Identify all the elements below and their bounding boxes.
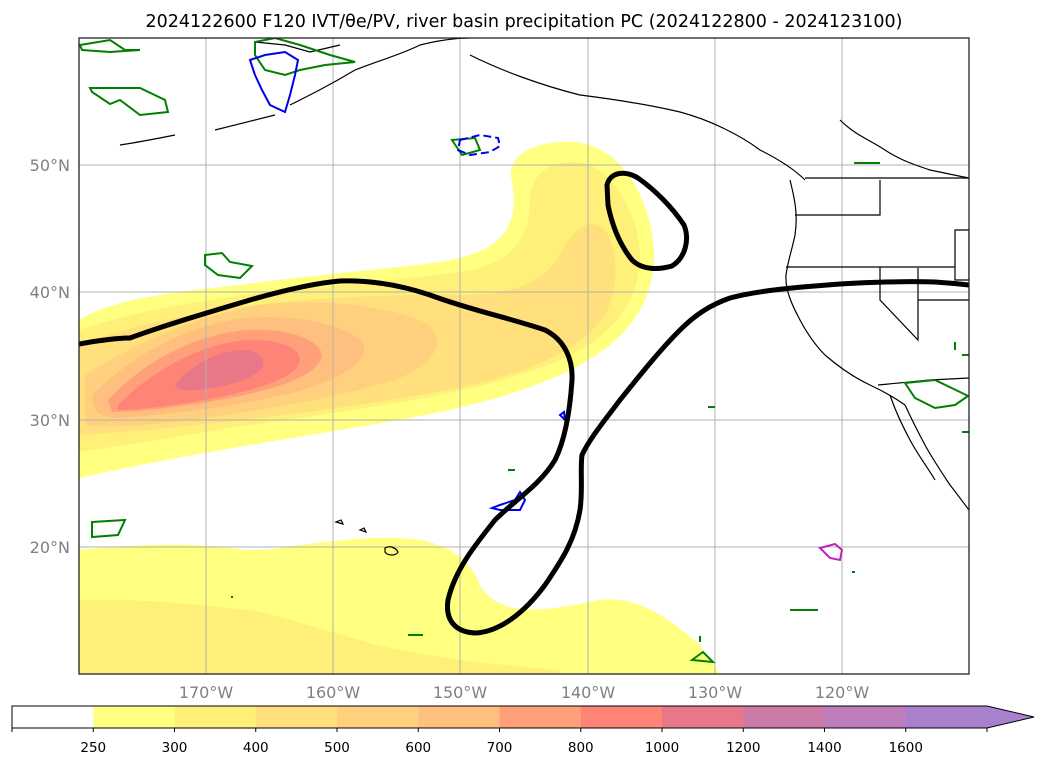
- axis-ticks: 170°W 160°W 150°W 140°W 130°W 120°W 20°N…: [30, 156, 870, 702]
- colorbar-tick-label: 500: [324, 740, 350, 756]
- lat-tick-label: 30°N: [30, 411, 70, 430]
- pv-contours: [79, 38, 969, 664]
- colorbar-tick-label: 1000: [645, 740, 679, 756]
- colorbar-tick-label: 1400: [807, 740, 841, 756]
- colorbar: 250 300 400 500 600 700 800 1000 1200 1400 1600: [11, 705, 1035, 756]
- colorbar-tick-label: 800: [568, 740, 594, 756]
- lat-tick-label: 20°N: [30, 538, 70, 557]
- pv-green-contour-west-pacific: [204, 251, 255, 280]
- colorbar-tick-label: 300: [162, 740, 188, 756]
- theta-e-contours: [79, 170, 969, 636]
- colorbar-segment: [499, 706, 582, 728]
- lat-tick-label: 50°N: [30, 156, 70, 175]
- border-canada-interior: [839, 119, 969, 179]
- colorbar-segment: [337, 706, 419, 728]
- colorbar-segment: [905, 706, 988, 728]
- lon-tick-label: 150°W: [433, 683, 488, 702]
- colorbar-tick-label: 250: [80, 740, 106, 756]
- pv-green-contour-alaska: [254, 38, 356, 77]
- baja-california-coast: [889, 394, 969, 511]
- coastlines: [119, 38, 969, 556]
- lon-tick-label: 170°W: [179, 683, 234, 702]
- colorbar-tick-label: 600: [405, 740, 431, 756]
- colorbar-segment: [12, 706, 94, 728]
- colorbar-segment: [255, 706, 338, 728]
- figure-title: 2024122600 F120 IVT/θe/PV, river basin p…: [146, 12, 903, 32]
- lon-tick-label: 130°W: [688, 683, 743, 702]
- theta-e-contour-closed: [604, 170, 689, 271]
- lon-tick-label: 140°W: [561, 683, 616, 702]
- lon-tick-label: 120°W: [815, 683, 870, 702]
- map-panel: [78, 37, 970, 675]
- colorbar-tick-label: 400: [243, 740, 269, 756]
- alaska-coast: [119, 38, 806, 181]
- map-grid: [79, 38, 969, 674]
- colorbar-segment: [93, 706, 175, 728]
- pv-blue-contour-alaska: [248, 50, 300, 114]
- colorbar-extend-arrow: [987, 706, 1034, 728]
- colorbar-segment: [824, 706, 907, 728]
- colorbar-segment: [174, 706, 257, 728]
- colorbar-segment: [418, 706, 500, 728]
- pacific-northwest-coast: [785, 179, 906, 406]
- pv-green-contour-east: [689, 162, 969, 664]
- ivt-300-band-south: [79, 599, 560, 674]
- pv-green-contour-bering: [88, 87, 170, 117]
- colorbar-tick-label: 700: [487, 740, 513, 756]
- ivt-shading: [79, 141, 720, 674]
- hawaii-islands: [334, 519, 399, 556]
- lon-tick-label: 160°W: [306, 683, 361, 702]
- theta-e-contour-main: [79, 278, 969, 636]
- colorbar-segment: [743, 706, 825, 728]
- colorbar-tick-label: 1200: [726, 740, 760, 756]
- colorbar-outline: [11, 705, 1035, 729]
- colorbar-tick-label: 1600: [889, 740, 923, 756]
- ivt-1000-band-north: [175, 350, 264, 391]
- colorbar-segment: [662, 706, 744, 728]
- pv-green-contour-subtropics: [91, 518, 127, 539]
- border-arizona: [918, 229, 969, 301]
- map-frame: [78, 37, 970, 675]
- lat-tick-label: 40°N: [30, 283, 70, 302]
- pv-blue-contour-dashed: [456, 133, 502, 157]
- precip-magenta-contour: [818, 542, 844, 562]
- border-oregon-washington: [795, 180, 881, 216]
- colorbar-segment: [580, 706, 663, 728]
- pv-green-dots: [231, 406, 855, 642]
- pv-green-contour-aleutian: [79, 38, 141, 54]
- alaska-peninsula: [254, 41, 341, 53]
- pv-green-contour-socal: [903, 378, 969, 410]
